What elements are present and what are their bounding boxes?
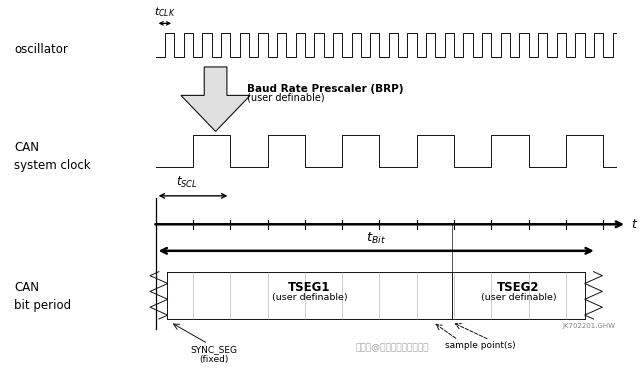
Text: (user definable): (user definable) bbox=[271, 293, 348, 302]
Text: oscillator: oscillator bbox=[14, 43, 68, 56]
Text: $t_{Bit}$: $t_{Bit}$ bbox=[366, 231, 386, 246]
Text: TSEG1: TSEG1 bbox=[288, 280, 331, 293]
Text: $t$: $t$ bbox=[631, 218, 639, 231]
Polygon shape bbox=[181, 67, 250, 131]
Text: sample point(s): sample point(s) bbox=[445, 341, 515, 350]
Text: $t_{CLK}$: $t_{CLK}$ bbox=[154, 5, 176, 19]
Text: $t_{SCL}$: $t_{SCL}$ bbox=[176, 175, 198, 190]
Text: CAN
system clock: CAN system clock bbox=[14, 141, 91, 172]
Text: (user definable): (user definable) bbox=[481, 293, 556, 302]
Text: Baud Rate Prescaler (BRP): Baud Rate Prescaler (BRP) bbox=[247, 83, 404, 93]
Text: CAN
bit period: CAN bit period bbox=[14, 281, 71, 312]
Text: (user definable): (user definable) bbox=[247, 92, 324, 102]
Text: TSEG2: TSEG2 bbox=[497, 280, 540, 293]
Text: 头条号@亿佩特物联网实验室: 头条号@亿佩特物联网实验室 bbox=[355, 343, 429, 352]
Text: JK702201.GHW: JK702201.GHW bbox=[563, 323, 616, 329]
Text: SYNC_SEG
(fixed): SYNC_SEG (fixed) bbox=[191, 345, 238, 364]
